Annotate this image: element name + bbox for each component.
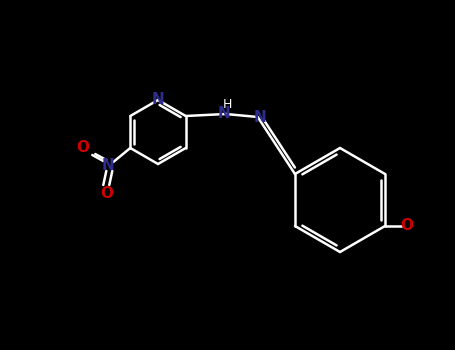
Text: N: N [152,91,164,106]
Text: H: H [223,98,233,111]
Text: O: O [400,218,414,233]
Text: N: N [253,110,266,125]
Text: O: O [76,140,89,155]
Text: O: O [100,186,113,201]
Text: N: N [102,159,115,174]
Text: N: N [217,105,230,120]
